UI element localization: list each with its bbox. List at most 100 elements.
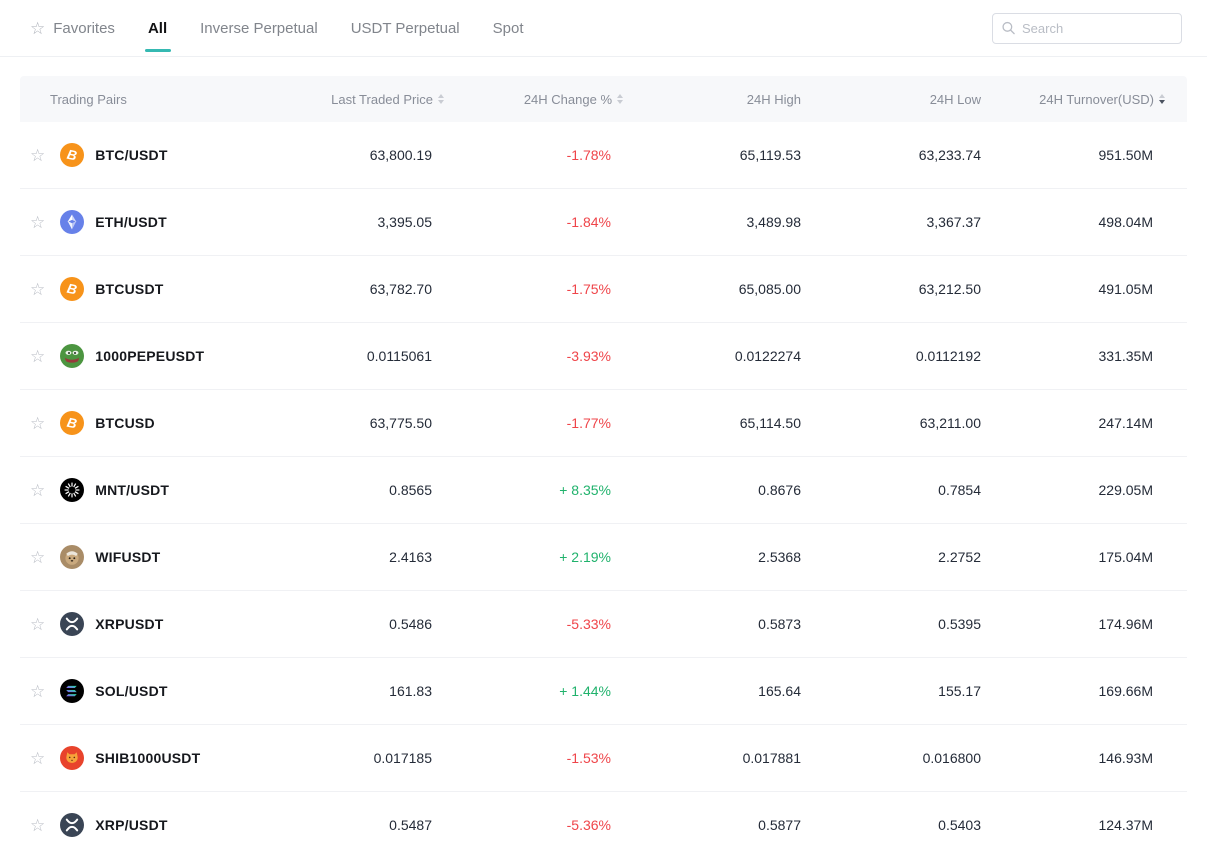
low-cell: 0.5403 (938, 817, 981, 833)
table-row[interactable]: ☆ 1000PEPEUSDT 0.0115061 -3.93% 0.012227… (20, 323, 1187, 390)
table-body: ☆ B BTC/USDT 63,800.19 -1.78% 65,119.53 … (20, 122, 1187, 853)
column-header-label: 24H High (746, 91, 801, 107)
turnover-cell: 174.96M (1098, 616, 1153, 632)
high-cell: 65,114.50 (739, 415, 801, 431)
low-cell: 0.016800 (922, 750, 981, 766)
tab-label: Inverse Perpetual (200, 19, 318, 37)
pair-cell: ☆ XRPUSDT (20, 612, 320, 636)
table-row[interactable]: ☆ SOL/USDT 161.83 + 1.44% 165.64 155.17 … (20, 658, 1187, 725)
sort-carets-icon (1159, 94, 1165, 104)
column-header-24h-high: 24H High (611, 92, 801, 107)
pair-cell: ☆ B BTC/USDT (20, 143, 320, 167)
favorite-star-icon[interactable]: ☆ (30, 614, 46, 634)
table-row[interactable]: ☆ SHIB1000USDT 0.017185 -1.53% 0.017881 … (20, 725, 1187, 792)
last-price-cell: 0.0115061 (366, 348, 432, 364)
table-row[interactable]: ☆ B BTC/USDT 63,800.19 -1.78% 65,119.53 … (20, 122, 1187, 189)
column-header-24h-low: 24H Low (801, 92, 981, 107)
favorite-star-icon[interactable]: ☆ (30, 681, 46, 701)
high-cell: 165.64 (758, 683, 801, 699)
tab-label: All (147, 19, 168, 37)
column-header-label: 24H Low (929, 91, 981, 107)
high-cell: 0.5877 (758, 817, 801, 833)
table-row[interactable]: ☆ WIFUSDT 2.4163 + 2.19% 2.5368 2.2752 1… (20, 524, 1187, 591)
pair-cell: ☆ 1000PEPEUSDT (20, 344, 320, 368)
change-cell: -3.93% (566, 348, 611, 364)
favorite-star-icon[interactable]: ☆ (30, 212, 46, 232)
last-price-cell: 161.83 (389, 683, 432, 699)
tab-all[interactable]: All (148, 0, 167, 56)
column-header-label: Trading Pairs (50, 91, 127, 107)
sol-icon (60, 679, 85, 703)
tab-label: USDT Perpetual (350, 19, 460, 37)
pair-cell: ☆ SHIB1000USDT (20, 746, 320, 770)
eth-icon (60, 210, 85, 234)
pair-label: SOL/USDT (95, 683, 168, 699)
pair-cell: ☆ MNT/USDT (20, 478, 320, 502)
search-input[interactable] (992, 12, 1182, 44)
low-cell: 0.5395 (938, 616, 981, 632)
favorite-star-icon[interactable]: ☆ (30, 748, 46, 768)
search-icon (1002, 21, 1015, 35)
high-cell: 65,085.00 (738, 281, 801, 297)
last-price-cell: 63,800.19 (369, 147, 432, 163)
svg-text:B: B (66, 415, 79, 432)
column-header-24h-turnover-usd-[interactable]: 24H Turnover(USD) (981, 91, 1165, 107)
mnt-icon (60, 478, 85, 502)
pair-label: ETH/USDT (95, 214, 167, 230)
change-cell: + 8.35% (559, 482, 611, 498)
search-box (992, 12, 1182, 44)
sort-carets-icon (438, 94, 444, 104)
turnover-cell: 247.14M (1098, 415, 1153, 431)
low-cell: 63,211.00 (919, 415, 981, 431)
high-cell: 3,489.98 (746, 214, 802, 230)
favorite-star-icon[interactable]: ☆ (30, 413, 46, 433)
pair-label: BTCUSD (95, 415, 155, 431)
pair-cell: ☆ XRP/USDT (20, 813, 320, 837)
high-cell: 0.5873 (758, 616, 801, 632)
turnover-cell: 951.50M (1098, 147, 1153, 163)
table-row[interactable]: ☆ ETH/USDT 3,395.05 -1.84% 3,489.98 3,36… (20, 189, 1187, 256)
shib-icon (60, 746, 85, 770)
table-row[interactable]: ☆ XRP/USDT 0.5487 -5.36% 0.5877 0.5403 1… (20, 792, 1187, 853)
pair-label: XRP/USDT (95, 817, 168, 833)
favorite-star-icon[interactable]: ☆ (30, 145, 46, 165)
table-row[interactable]: ☆ B BTCUSDT 63,782.70 -1.75% 65,085.00 6… (20, 256, 1187, 323)
turnover-cell: 229.05M (1098, 482, 1153, 498)
tab-inverse-perpetual[interactable]: Inverse Perpetual (200, 0, 318, 56)
favorite-star-icon[interactable]: ☆ (30, 480, 46, 500)
last-price-cell: 0.017185 (373, 750, 432, 766)
table-row[interactable]: ☆ XRPUSDT 0.5486 -5.33% 0.5873 0.5395 17… (20, 591, 1187, 658)
change-cell: -1.75% (566, 281, 611, 297)
turnover-cell: 175.04M (1098, 549, 1153, 565)
pair-cell: ☆ ETH/USDT (20, 210, 320, 234)
pair-label: SHIB1000USDT (95, 750, 201, 766)
table-row[interactable]: ☆ MNT/USDT 0.8565 + 8.35% 0.8676 0.7854 … (20, 457, 1187, 524)
favorite-star-icon[interactable]: ☆ (30, 815, 46, 835)
market-tab-bar: ☆ Favorites All Inverse Perpetual USDT P… (0, 0, 1207, 57)
tab-favorites[interactable]: ☆ Favorites (30, 0, 115, 56)
low-cell: 0.7854 (938, 482, 981, 498)
low-cell: 0.0112192 (915, 348, 981, 364)
column-header-label: 24H Turnover(USD) (1039, 91, 1154, 107)
last-price-cell: 63,775.50 (369, 415, 432, 431)
column-header-24h-change-[interactable]: 24H Change % (432, 92, 623, 107)
pair-cell: ☆ B BTCUSDT (20, 277, 320, 301)
btc-icon: B (60, 143, 85, 167)
tab-usdt-perpetual[interactable]: USDT Perpetual (351, 0, 460, 56)
table-row[interactable]: ☆ B BTCUSD 63,775.50 -1.77% 65,114.50 63… (20, 390, 1187, 457)
tab-spot[interactable]: Spot (493, 0, 524, 56)
low-cell: 63,212.50 (918, 281, 981, 297)
favorite-star-icon[interactable]: ☆ (30, 346, 46, 366)
column-header-trading-pairs: Trading Pairs (20, 92, 320, 107)
low-cell: 63,233.74 (918, 147, 981, 163)
favorite-star-icon[interactable]: ☆ (30, 279, 46, 299)
change-cell: -1.77% (566, 415, 611, 431)
column-header-last-traded-price[interactable]: Last Traded Price (320, 92, 444, 107)
last-price-cell: 0.5486 (389, 616, 432, 632)
high-cell: 0.0122274 (734, 348, 801, 364)
pair-cell: ☆ B BTCUSD (20, 411, 320, 435)
high-cell: 2.5368 (758, 549, 801, 565)
favorite-star-icon[interactable]: ☆ (30, 547, 46, 567)
tab-label: Favorites (53, 19, 115, 37)
btc-icon: B (60, 277, 85, 301)
